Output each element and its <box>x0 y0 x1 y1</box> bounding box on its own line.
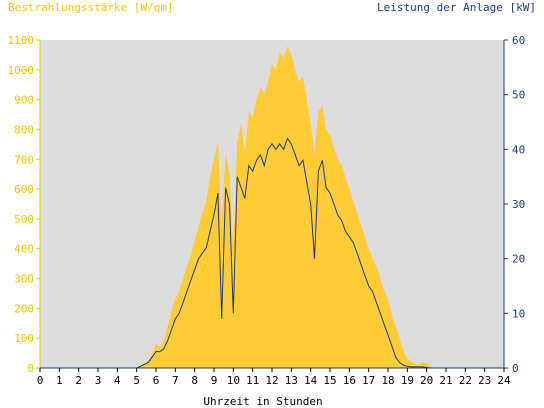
left-tick-label: 400 <box>14 243 34 256</box>
x-tick-label: 3 <box>95 374 102 387</box>
x-tick-label: 5 <box>133 374 140 387</box>
left-tick-label: 800 <box>14 123 34 136</box>
right-tick-label: 20 <box>512 253 525 266</box>
x-tick-label: 12 <box>265 374 278 387</box>
x-tick-label: 13 <box>285 374 298 387</box>
x-tick-label: 19 <box>401 374 414 387</box>
left-tick-label: 0 <box>27 362 34 375</box>
x-tick-label: 4 <box>114 374 121 387</box>
x-tick-label: 1 <box>56 374 63 387</box>
left-tick-label: 100 <box>14 332 34 345</box>
x-tick-label: 0 <box>37 374 44 387</box>
right-tick-label: 50 <box>512 89 525 102</box>
left-tick-label: 500 <box>14 213 34 226</box>
left-tick-label: 900 <box>14 94 34 107</box>
x-tick-label: 22 <box>459 374 472 387</box>
x-tick-label: 6 <box>153 374 160 387</box>
x-tick-label: 11 <box>246 374 259 387</box>
x-tick-label: 23 <box>478 374 491 387</box>
x-tick-label: 9 <box>211 374 218 387</box>
x-tick-label: 8 <box>191 374 198 387</box>
left-tick-label: 1100 <box>8 34 35 47</box>
power-line <box>40 137 504 369</box>
x-tick-label: 16 <box>343 374 356 387</box>
irradiance-area <box>40 46 504 368</box>
x-tick-label: 2 <box>75 374 82 387</box>
right-axis-title: Leistung der Anlage [kW] <box>377 1 536 14</box>
left-tick-label: 700 <box>14 153 34 166</box>
right-tick-label: 30 <box>512 198 525 211</box>
x-tick-label: 21 <box>439 374 452 387</box>
left-tick-label: 200 <box>14 302 34 315</box>
left-tick-label: 300 <box>14 273 34 286</box>
right-tick-label: 60 <box>512 34 525 47</box>
x-tick-label: 17 <box>362 374 375 387</box>
right-tick-label: 40 <box>512 143 525 156</box>
right-tick-label: 10 <box>512 307 525 320</box>
x-tick-label: 18 <box>381 374 394 387</box>
left-axis-title: Bestrahlungsstärke [W/qm] <box>8 1 174 14</box>
x-tick-label: 24 <box>497 374 511 387</box>
x-axis-title: Uhrzeit in Stunden <box>203 395 322 408</box>
x-tick-label: 20 <box>420 374 433 387</box>
x-tick-label: 7 <box>172 374 179 387</box>
x-tick-label: 15 <box>323 374 336 387</box>
x-tick-label: 14 <box>304 374 318 387</box>
x-tick-label: 10 <box>227 374 240 387</box>
left-tick-label: 600 <box>14 183 34 196</box>
left-tick-label: 1000 <box>8 64 35 77</box>
right-tick-label: 0 <box>512 362 519 375</box>
